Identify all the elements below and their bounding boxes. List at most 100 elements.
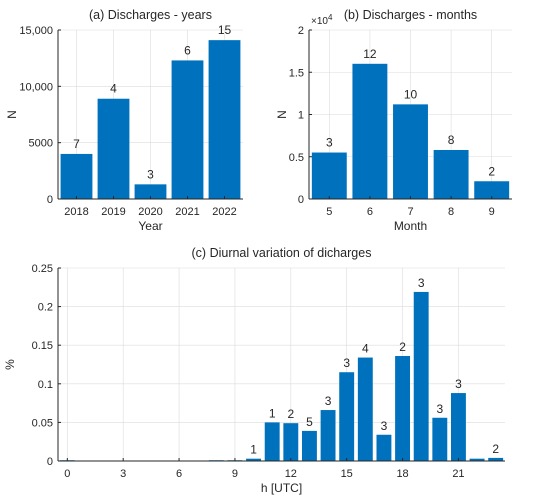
y-tick-labels: 0 0.05 0.1 0.15 0.2 0.25 xyxy=(32,263,61,468)
x-tick-label: 3 xyxy=(120,468,126,480)
bar-count-label: 15 xyxy=(218,23,232,37)
bars xyxy=(311,63,510,199)
x-tick-label: 0 xyxy=(64,468,70,480)
bar-count-label: 4 xyxy=(110,82,117,96)
y-tick-label: 0 xyxy=(47,194,53,206)
y-tick-label: 2 xyxy=(298,25,304,37)
bar xyxy=(264,422,280,461)
chart-title: (c) Diurnal variation of dicharges xyxy=(192,246,372,260)
bar-count-label: 2 xyxy=(488,164,495,178)
y-axis-label: N xyxy=(275,110,289,119)
bar xyxy=(97,98,130,199)
bar-count-label: 3 xyxy=(325,394,332,408)
bar-count-label: 7 xyxy=(73,137,80,151)
x-tick-label: 2021 xyxy=(175,206,199,218)
x-tick-label: 2019 xyxy=(101,206,125,218)
bar-count-label: 6 xyxy=(184,43,191,57)
bars xyxy=(60,40,241,199)
bar xyxy=(352,63,388,199)
bar-count-label: 10 xyxy=(404,87,418,101)
bar-count-label: 2 xyxy=(492,442,499,456)
bar xyxy=(469,458,485,461)
y-tick-labels: 0 5000 10,000 15,000 xyxy=(19,25,61,206)
y-tick-label: 0.05 xyxy=(32,417,53,429)
bar xyxy=(171,60,204,199)
y-axis-label: % xyxy=(3,359,17,370)
bar xyxy=(433,149,469,199)
bar-labels: 7 4 3 6 15 xyxy=(73,23,231,181)
x-tick-label: 15 xyxy=(341,468,353,480)
x-tick-label: 12 xyxy=(285,468,297,480)
bar xyxy=(488,457,504,461)
x-tick-label: 2022 xyxy=(212,206,236,218)
bar xyxy=(450,393,466,461)
bar xyxy=(474,181,510,199)
y-tick-label: 0.2 xyxy=(38,302,53,314)
x-tick-label: 6 xyxy=(176,468,182,480)
y-tick-label: 5000 xyxy=(29,138,53,150)
bar xyxy=(357,357,373,461)
chart-title: (b) Discharges - months xyxy=(344,8,477,22)
bar-count-label: 1 xyxy=(269,406,276,420)
bar xyxy=(432,417,448,461)
y-tick-labels: 0 0.5 1 1.5 2 xyxy=(289,25,312,206)
bar-labels: 3 12 10 8 2 xyxy=(326,47,495,178)
x-tick-labels: 2018 2019 2020 2021 2022 xyxy=(64,196,237,218)
bar xyxy=(208,40,241,199)
bar-count-label: 3 xyxy=(381,419,388,433)
x-tick-label: 5 xyxy=(326,206,332,218)
y-tick-label: 0.25 xyxy=(32,263,53,275)
bar xyxy=(311,152,347,199)
x-axis-label: Year xyxy=(138,219,162,233)
bar-count-label: 5 xyxy=(306,415,313,429)
bar xyxy=(395,356,411,461)
bar xyxy=(413,291,429,461)
x-axis-label: h [UTC] xyxy=(261,481,302,495)
x-tick-labels: 0 3 6 9 12 15 18 21 xyxy=(64,458,465,480)
bar-count-label: 4 xyxy=(362,342,369,356)
bar xyxy=(376,434,392,461)
y-tick-label: 0 xyxy=(47,456,53,468)
y-axis-label: N xyxy=(5,110,19,119)
y-tick-label: 0.5 xyxy=(289,152,304,164)
x-tick-label: 18 xyxy=(396,468,408,480)
bar-count-label: 2 xyxy=(287,407,294,421)
bar xyxy=(246,458,262,461)
y-tick-label: 0.1 xyxy=(38,379,53,391)
bar-count-label: 1 xyxy=(250,443,257,457)
y-tick-label: 1 xyxy=(298,110,304,122)
bar-count-label: 2 xyxy=(399,340,406,354)
x-tick-label: 9 xyxy=(489,206,495,218)
bar-count-label: 3 xyxy=(418,276,425,290)
bars xyxy=(59,291,504,462)
bar xyxy=(393,104,428,199)
y-exponent-label: ×104 xyxy=(311,13,333,27)
chart-title: (a) Discharges - years xyxy=(89,8,212,22)
bar-count-label: 3 xyxy=(326,136,333,150)
bar xyxy=(283,423,299,461)
x-tick-label: 6 xyxy=(367,206,373,218)
bar-count-label: 8 xyxy=(448,133,455,147)
y-tick-label: 0 xyxy=(298,194,304,206)
bar xyxy=(301,430,317,461)
bar-count-label: 3 xyxy=(343,356,350,370)
x-axis-label: Month xyxy=(394,219,427,233)
y-tick-label: 10,000 xyxy=(19,81,53,93)
y-tick-label: 1.5 xyxy=(289,67,304,79)
bar-count-label: 3 xyxy=(455,377,462,391)
x-tick-label: 9 xyxy=(232,468,238,480)
x-tick-label: 7 xyxy=(407,206,413,218)
bar xyxy=(320,410,336,461)
bar-count-label: 3 xyxy=(147,167,154,181)
bar xyxy=(134,184,167,199)
bar-count-label: 12 xyxy=(363,47,377,61)
y-tick-label: 15,000 xyxy=(19,25,53,37)
y-tick-label: 0.15 xyxy=(32,340,53,352)
x-tick-label: 2020 xyxy=(138,206,162,218)
x-tick-label: 2018 xyxy=(64,206,88,218)
bar xyxy=(60,153,93,199)
bar-count-label: 3 xyxy=(436,402,443,416)
